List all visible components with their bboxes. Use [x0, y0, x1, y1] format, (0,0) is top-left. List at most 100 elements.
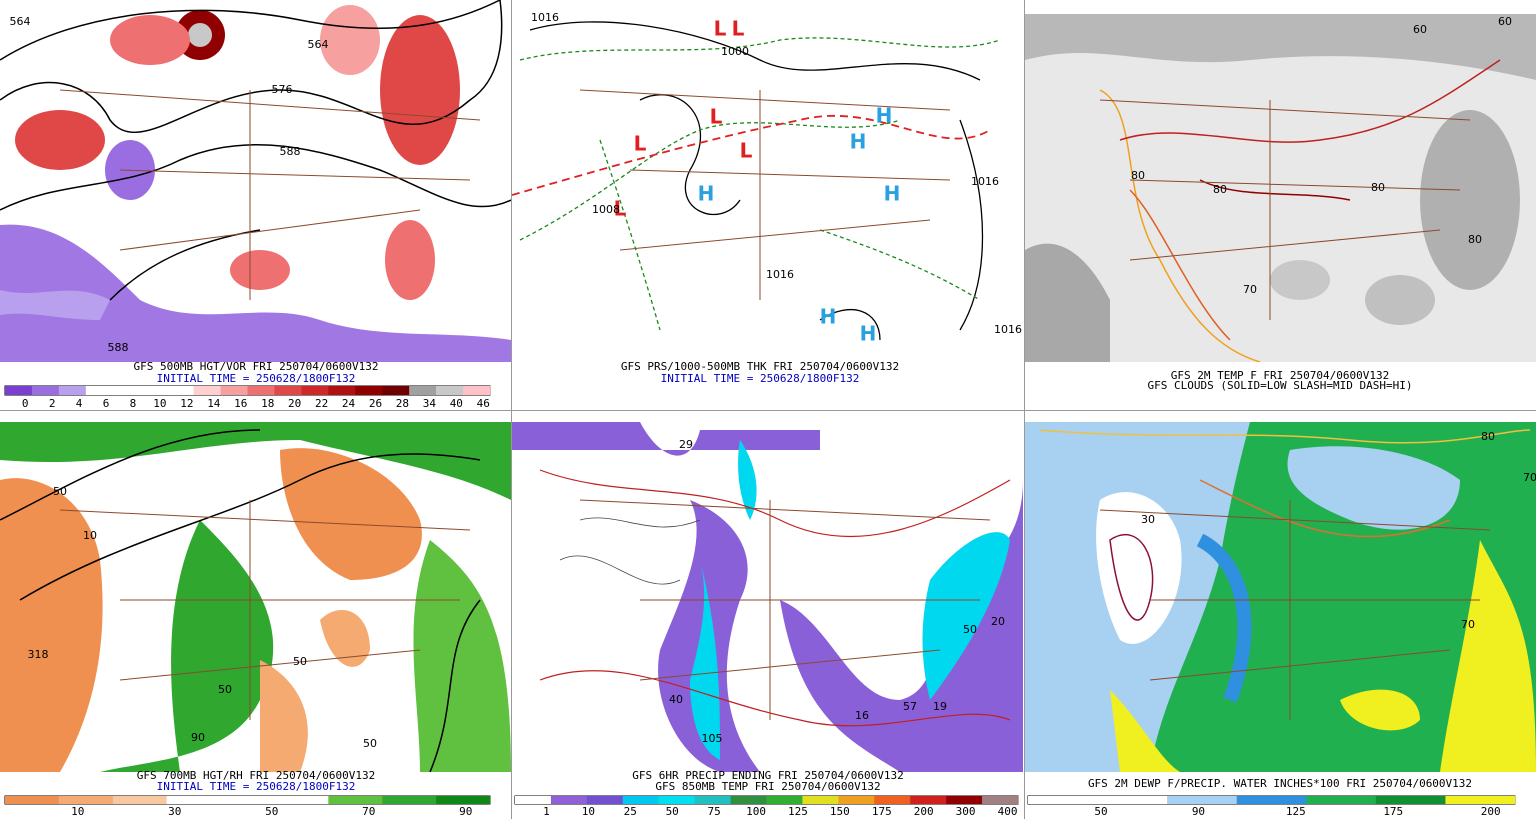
pressure-center: L	[634, 132, 647, 156]
contour-label: 57	[903, 700, 917, 713]
colorbar-swatch	[802, 796, 839, 804]
colorbar-swatch	[355, 386, 383, 395]
colorbar-label: 50	[265, 805, 278, 818]
colorbar-swatch	[193, 386, 221, 395]
colorbar-swatch	[409, 386, 437, 395]
colorbar-swatch	[982, 796, 1019, 804]
contour-label: 564	[308, 38, 329, 51]
contour-label: 60	[1498, 15, 1512, 28]
pressure-center: H	[698, 182, 715, 206]
contour-label: 90	[191, 731, 205, 744]
colorbar-label: 22	[315, 397, 328, 410]
contour-label: 564	[10, 15, 31, 28]
colorbar-label: 100	[746, 805, 766, 818]
pressure-center: H	[860, 322, 877, 346]
map-pressure	[512, 0, 1023, 362]
colorbar-label: 200	[1481, 805, 1501, 818]
map-dewpoint	[1025, 422, 1536, 772]
pressure-center: L	[614, 197, 627, 221]
colorbar-swatch	[1375, 796, 1446, 804]
colorbar-swatch	[112, 386, 141, 395]
colorbar-label: 30	[168, 805, 181, 818]
contour-label: 588	[280, 145, 301, 158]
colorbar-swatch	[328, 796, 383, 804]
caption: GFS 6HR PRECIP ENDING FRI 250704/0600V13…	[632, 769, 904, 782]
colorbar-swatch	[31, 386, 60, 395]
colorbar-label: 125	[1286, 805, 1306, 818]
caption: GFS PRS/1000-500MB THK FRI 250704/0600V1…	[621, 360, 899, 373]
colorbar-swatch	[112, 796, 167, 804]
pressure-center: H	[884, 182, 901, 206]
contour-label: 40	[669, 693, 683, 706]
colorbar-swatch	[838, 796, 875, 804]
colorbar-label: 0	[22, 397, 29, 410]
colorbar-swatch	[1306, 796, 1377, 804]
contour-label: 29	[679, 438, 693, 451]
caption: INITIAL TIME = 250628/1800F132	[661, 372, 860, 385]
colorbar-label: 40	[450, 397, 463, 410]
map-temp	[1025, 14, 1536, 362]
colorbar-swatch	[85, 386, 114, 395]
caption: INITIAL TIME = 250628/1800F132	[157, 780, 356, 793]
colorbar-swatch	[166, 796, 221, 804]
map-700mb	[0, 422, 511, 772]
colorbar-swatch	[436, 386, 464, 395]
colorbar-label: 24	[342, 397, 356, 410]
colorbar-label: 400	[998, 805, 1018, 818]
contour-label: 60	[1413, 23, 1427, 36]
caption: GFS 850MB TEMP FRI 250704/0600V132	[655, 780, 880, 793]
colorbar-swatch	[1167, 796, 1238, 804]
colorbar-swatch	[910, 796, 947, 804]
colorbar-label: 10	[71, 805, 84, 818]
colorbar-label: 46	[477, 397, 490, 410]
contour-label: 1016	[994, 323, 1022, 336]
colorbar-swatch	[1028, 796, 1098, 804]
colorbar-label: 14	[207, 397, 221, 410]
colorbar-swatch	[382, 386, 410, 395]
contour-label: 80	[1131, 169, 1145, 182]
colorbar-swatch	[515, 796, 552, 804]
colorbar-swatch	[139, 386, 167, 395]
colorbar-swatch	[328, 386, 356, 395]
colorbar-label: 8	[130, 397, 137, 410]
colorbar-label: 125	[788, 805, 808, 818]
colorbar-swatch	[301, 386, 329, 395]
pressure-center: L	[710, 105, 723, 129]
colorbar-label: 175	[872, 805, 892, 818]
caption: GFS CLOUDS (SOLID=LOW SLASH=MID DASH=HI)	[1148, 379, 1413, 392]
contour-label: 10	[83, 529, 97, 542]
contour-label: 50	[363, 737, 377, 750]
colorbar-label: 70	[362, 805, 375, 818]
contour-label: 1016	[531, 11, 559, 24]
colorbar-swatch	[436, 796, 491, 804]
colorbar-swatch	[382, 796, 437, 804]
contour-label: 1016	[971, 175, 999, 188]
colorbar-swatch	[1236, 796, 1307, 804]
colorbar-label: 26	[369, 397, 382, 410]
pressure-center: H	[850, 130, 867, 154]
colorbar-label: 175	[1383, 805, 1403, 818]
colorbar-label: 25	[624, 805, 637, 818]
colorbar-swatch	[1097, 796, 1168, 804]
contour-label: 50	[293, 655, 307, 668]
contour-label: 318	[28, 648, 49, 661]
colorbar-label: 50	[1094, 805, 1107, 818]
colorbar-swatch	[5, 796, 60, 804]
colorbar-swatch	[622, 796, 660, 804]
colorbar-swatch	[58, 386, 87, 395]
colorbar-label: 18	[261, 397, 274, 410]
colorbar-swatch	[946, 796, 983, 804]
colorbar-label: 4	[76, 397, 83, 410]
map-precip	[512, 422, 1023, 772]
colorbar-label: 1	[543, 805, 550, 818]
map-500mb	[0, 0, 511, 362]
colorbar-label: 90	[459, 805, 472, 818]
colorbar-swatch	[694, 796, 731, 804]
caption: INITIAL TIME = 250628/1800F132	[157, 372, 356, 385]
colorbar-label: 150	[830, 805, 850, 818]
colorbar-label: 34	[423, 397, 437, 410]
colorbar-label: 12	[180, 397, 193, 410]
pressure-center: H	[876, 104, 893, 128]
contour-label: 70	[1243, 283, 1257, 296]
